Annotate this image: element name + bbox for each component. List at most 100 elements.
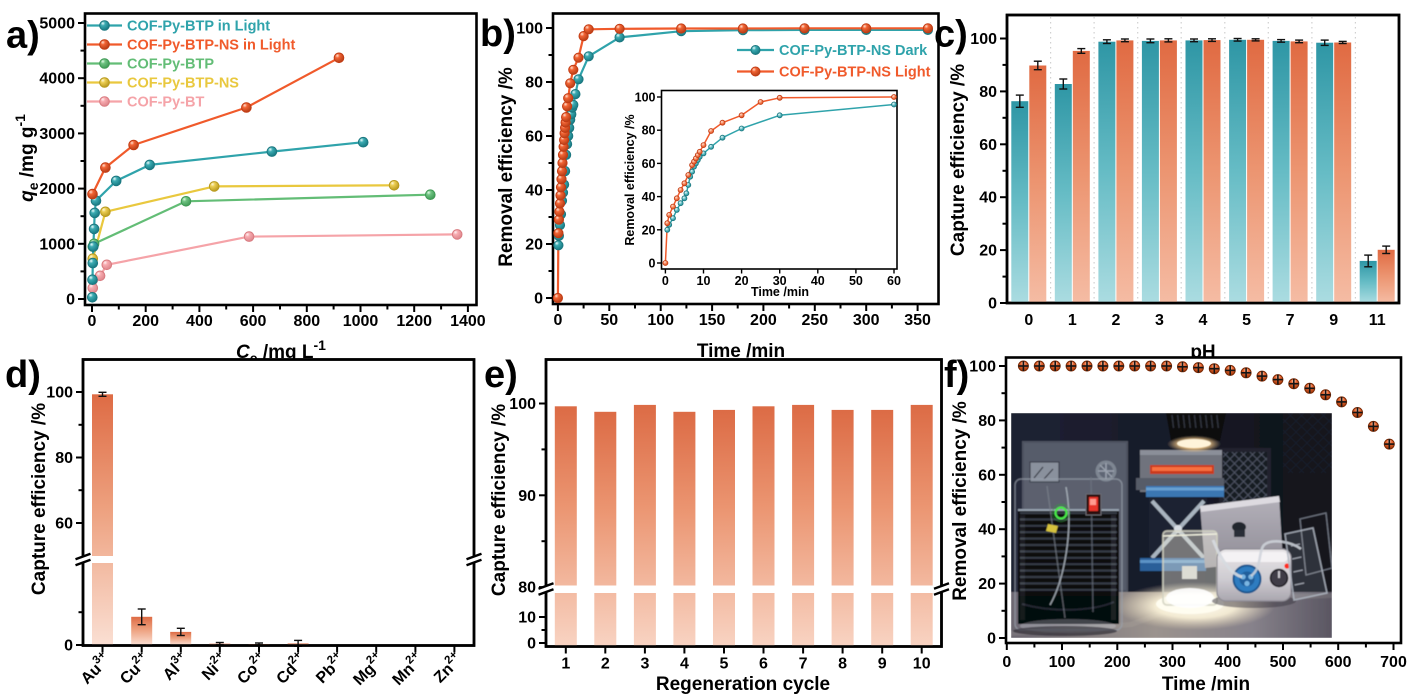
svg-text:20: 20 bbox=[979, 243, 997, 260]
svg-text:0: 0 bbox=[987, 631, 996, 648]
svg-text:Capture efficiency /%: Capture efficiency /% bbox=[489, 404, 510, 596]
svg-text:60: 60 bbox=[642, 157, 656, 171]
svg-text:0: 0 bbox=[64, 638, 73, 655]
svg-text:100: 100 bbox=[647, 312, 674, 329]
svg-text:80: 80 bbox=[979, 84, 997, 101]
svg-text:COF-Py-BTP-NS: COF-Py-BTP-NS bbox=[127, 76, 239, 92]
svg-text:150: 150 bbox=[699, 312, 726, 329]
svg-text:700: 700 bbox=[1380, 654, 1407, 671]
svg-text:60: 60 bbox=[979, 137, 997, 154]
svg-text:Time /min: Time /min bbox=[1162, 674, 1250, 695]
svg-text:100: 100 bbox=[509, 396, 536, 413]
svg-text:COF-Py-BTP in Light: COF-Py-BTP in Light bbox=[127, 19, 270, 35]
svg-text:c): c) bbox=[934, 14, 968, 56]
svg-text:40: 40 bbox=[525, 183, 543, 200]
svg-text:250: 250 bbox=[801, 312, 828, 329]
svg-text:800: 800 bbox=[293, 313, 320, 330]
svg-text:b): b) bbox=[480, 13, 516, 55]
svg-text:COF-Py-BTP-NS Light: COF-Py-BTP-NS Light bbox=[779, 65, 931, 81]
svg-text:500: 500 bbox=[1270, 654, 1297, 671]
svg-text:f): f) bbox=[944, 354, 969, 396]
svg-text:50: 50 bbox=[849, 274, 863, 288]
svg-text:0: 0 bbox=[1002, 654, 1011, 671]
svg-text:80: 80 bbox=[518, 580, 536, 597]
svg-text:Regeneration cycle: Regeneration cycle bbox=[656, 674, 830, 695]
svg-text:COF-Py-BTP-NS in Light: COF-Py-BTP-NS in Light bbox=[127, 38, 296, 54]
svg-text:0: 0 bbox=[553, 312, 562, 329]
svg-text:10: 10 bbox=[518, 610, 536, 627]
svg-text:0: 0 bbox=[1024, 312, 1033, 329]
svg-text:e): e) bbox=[484, 354, 518, 396]
svg-text:1000: 1000 bbox=[343, 313, 379, 330]
svg-text:40: 40 bbox=[811, 274, 825, 288]
svg-text:200: 200 bbox=[1104, 654, 1131, 671]
svg-text:Time /min: Time /min bbox=[697, 341, 785, 362]
svg-text:40: 40 bbox=[642, 190, 656, 204]
svg-text:5: 5 bbox=[1242, 312, 1251, 329]
svg-text:20: 20 bbox=[735, 274, 749, 288]
svg-text:Removal efficiency /%: Removal efficiency /% bbox=[623, 114, 637, 245]
svg-text:60: 60 bbox=[55, 516, 73, 533]
svg-text:0: 0 bbox=[988, 296, 997, 313]
svg-text:Ce /mg L-1: Ce /mg L-1 bbox=[236, 337, 326, 366]
svg-text:40: 40 bbox=[979, 190, 997, 207]
svg-text:3: 3 bbox=[640, 656, 649, 673]
svg-text:30: 30 bbox=[773, 274, 787, 288]
svg-text:20: 20 bbox=[978, 576, 996, 593]
svg-text:20: 20 bbox=[642, 223, 656, 237]
svg-text:60: 60 bbox=[525, 129, 543, 146]
svg-text:60: 60 bbox=[978, 467, 996, 484]
svg-text:0: 0 bbox=[534, 291, 543, 308]
svg-text:100: 100 bbox=[516, 21, 543, 38]
svg-text:4: 4 bbox=[1199, 312, 1208, 329]
svg-text:0: 0 bbox=[662, 274, 669, 288]
svg-text:2: 2 bbox=[601, 656, 610, 673]
svg-text:3000: 3000 bbox=[39, 126, 75, 143]
svg-text:1400: 1400 bbox=[450, 313, 486, 330]
svg-text:80: 80 bbox=[978, 413, 996, 430]
svg-text:600: 600 bbox=[240, 313, 267, 330]
svg-text:8: 8 bbox=[838, 656, 847, 673]
svg-text:COF-Py-BTP: COF-Py-BTP bbox=[127, 57, 214, 73]
svg-text:0: 0 bbox=[66, 292, 75, 309]
svg-text:9: 9 bbox=[1329, 312, 1338, 329]
svg-text:400: 400 bbox=[1214, 654, 1241, 671]
svg-text:7: 7 bbox=[799, 656, 808, 673]
svg-text:4000: 4000 bbox=[39, 71, 75, 88]
svg-text:COF-Py-BTP-NS Dark: COF-Py-BTP-NS Dark bbox=[779, 43, 928, 59]
svg-text:4: 4 bbox=[680, 656, 689, 673]
svg-text:d): d) bbox=[5, 354, 41, 396]
svg-text:100: 100 bbox=[969, 359, 996, 376]
svg-text:80: 80 bbox=[55, 450, 73, 467]
svg-text:200: 200 bbox=[750, 312, 777, 329]
svg-text:2000: 2000 bbox=[39, 181, 75, 198]
svg-text:11: 11 bbox=[1369, 312, 1386, 329]
svg-text:0: 0 bbox=[649, 257, 656, 271]
svg-text:6: 6 bbox=[759, 656, 768, 673]
svg-text:Capture efficiency /%: Capture efficiency /% bbox=[29, 403, 50, 595]
svg-text:1: 1 bbox=[561, 656, 570, 673]
svg-text:50: 50 bbox=[600, 312, 618, 329]
svg-text:600: 600 bbox=[1325, 654, 1352, 671]
svg-text:300: 300 bbox=[853, 312, 880, 329]
svg-text:a): a) bbox=[6, 15, 40, 57]
svg-text:0: 0 bbox=[88, 313, 97, 330]
svg-text:10: 10 bbox=[913, 656, 931, 673]
svg-text:5: 5 bbox=[720, 656, 729, 673]
svg-text:60: 60 bbox=[887, 274, 901, 288]
svg-text:100: 100 bbox=[635, 91, 656, 105]
svg-text:Time /min: Time /min bbox=[751, 285, 809, 299]
svg-text:qe /mg g-1: qe /mg g-1 bbox=[12, 114, 41, 202]
svg-text:Capture efficiency /%: Capture efficiency /% bbox=[948, 64, 969, 256]
svg-text:40: 40 bbox=[978, 522, 996, 539]
svg-text:100: 100 bbox=[970, 31, 997, 48]
svg-text:1200: 1200 bbox=[396, 313, 432, 330]
svg-text:400: 400 bbox=[186, 313, 213, 330]
svg-text:1000: 1000 bbox=[39, 236, 75, 253]
svg-text:5000: 5000 bbox=[39, 16, 75, 33]
svg-text:300: 300 bbox=[1159, 654, 1186, 671]
svg-text:3: 3 bbox=[1155, 312, 1164, 329]
svg-text:90: 90 bbox=[518, 488, 536, 505]
svg-text:1: 1 bbox=[1068, 312, 1077, 329]
svg-text:80: 80 bbox=[525, 75, 543, 92]
